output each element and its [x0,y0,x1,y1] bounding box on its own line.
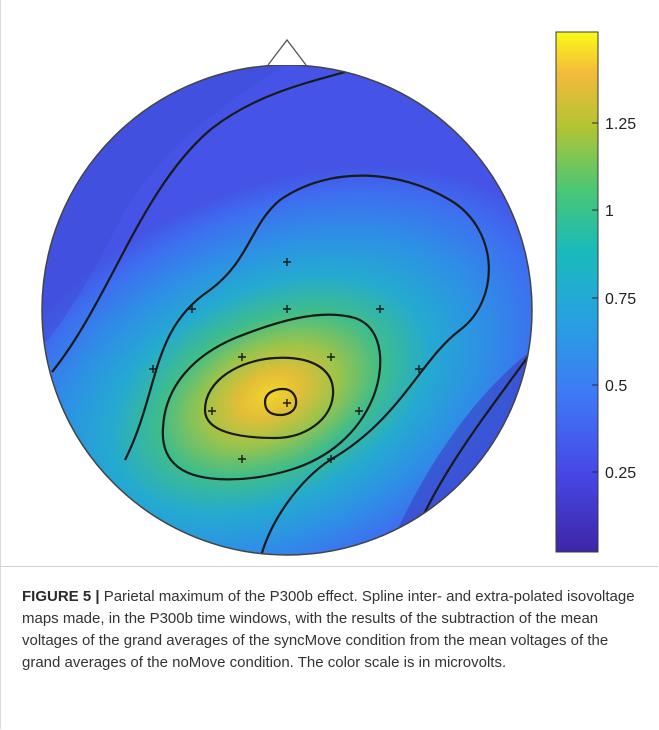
contour-line [263,387,298,417]
electrode-marker [238,353,246,361]
electrode-marker [376,305,384,313]
electrode-marker [355,407,363,415]
caption-text: Parietal maximum of the P300b effect. Sp… [22,588,635,671]
contour-line [203,356,335,440]
contour-line [51,65,371,373]
isovoltage-contours [51,65,532,555]
electrode-marker [208,407,216,415]
contour-line [161,313,382,481]
electrode-markers [149,258,423,463]
colorbar-tick-label: 0.25 [605,465,636,482]
colorbar-tick-label: 0.75 [605,291,636,308]
electrode-marker [283,305,291,313]
voltage-field [42,65,532,555]
colorbar-frame [555,31,599,553]
colorbar-tick-label: 1 [605,203,614,220]
electrode-marker [283,258,291,266]
electrode-marker [327,455,335,463]
electrode-marker [238,455,246,463]
figure-caption: FIGURE 5 | Parietal maximum of the P300b… [22,586,642,674]
colorbar-ticks [592,122,598,473]
colorbar: 1.25 1 0.75 0.5 0.25 [555,31,636,553]
colorbar-tick-label: 0.5 [605,378,627,395]
scalp-map [42,65,532,555]
electrode-marker [149,365,157,373]
nose-marker [267,38,307,66]
electrode-marker [327,353,335,361]
electrode-marker [283,399,291,407]
colorbar-gradient [556,32,598,552]
colorbar-tick-label: 1.25 [605,116,636,133]
contour-line [124,174,490,555]
electrode-marker [415,365,423,373]
topographic-map-figure: 1.25 1 0.75 0.5 0.25 [41,31,636,556]
caption-divider [0,566,658,567]
electrode-marker [188,305,196,313]
caption-label: FIGURE 5 | [22,588,100,605]
